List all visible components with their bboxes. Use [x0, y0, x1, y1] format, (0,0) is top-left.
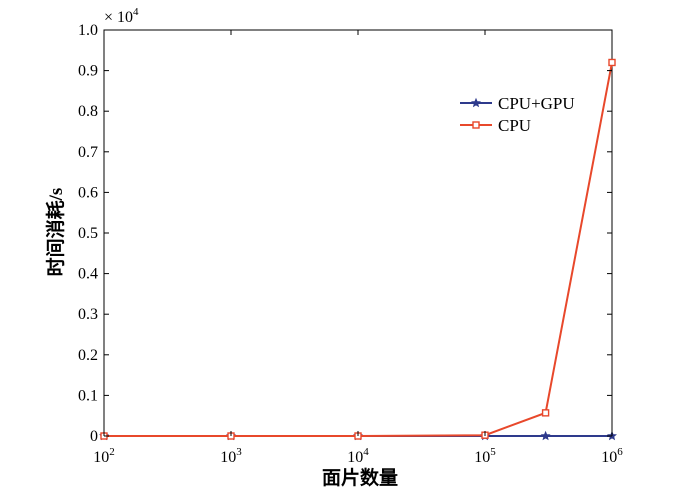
y-tick-label: 0.9: [78, 63, 98, 80]
y-axis-multiplier: × 104: [104, 6, 139, 26]
y-tick-label: 0.2: [78, 347, 98, 364]
x-tick-label-exponent: 6: [617, 446, 623, 458]
x-tick-label-exponent: 5: [490, 446, 496, 458]
y-tick-label: 1.0: [78, 22, 98, 39]
x-tick-label-base: 10: [220, 449, 236, 466]
x-tick-label-base: 10: [601, 449, 617, 466]
plot-frame-group: [103, 29, 613, 437]
x-tick-label-base: 10: [347, 449, 363, 466]
y-tick-label: 0.5: [78, 225, 98, 242]
legend-item-cpu-gpu: CPU+GPU: [460, 94, 575, 113]
y-tick-label: 0.4: [78, 266, 98, 283]
y-axis-multiplier-exponent: 4: [133, 6, 139, 18]
x-tick-label: 106: [601, 446, 623, 466]
x-axis-label: 面片数量: [322, 466, 398, 489]
data-point-cpu: [608, 58, 616, 67]
y-axis-multiplier-base: × 10: [104, 9, 133, 26]
legend-marker-cpu-gpu: [471, 97, 481, 108]
x-tick-label: 105: [474, 446, 496, 466]
x-tick-label-exponent: 2: [109, 446, 115, 458]
series-cpu: [100, 58, 616, 440]
legend-marker-cpu: [472, 121, 480, 129]
plot-frame: [103, 29, 613, 437]
x-tick-label-exponent: 4: [363, 446, 369, 458]
y-tick-label: 0.3: [78, 306, 98, 323]
x-tick-label: 103: [220, 446, 242, 466]
y-tick-label: 0: [90, 428, 98, 445]
y-axis-label: 时间消耗/s: [44, 188, 67, 277]
data-point-cpu-gpu: [540, 430, 551, 441]
data-point-cpu: [541, 409, 550, 417]
x-tick-label: 104: [347, 446, 369, 466]
x-tick-label: 102: [93, 446, 115, 466]
y-tick-label: 0.8: [78, 103, 98, 120]
x-tick-label-exponent: 3: [236, 446, 242, 458]
y-tick-label: 0.1: [78, 387, 98, 404]
y-tick-label: 0.7: [78, 144, 98, 161]
legend-item-cpu: CPU: [460, 116, 531, 135]
legend-label-cpu-gpu: CPU+GPU: [498, 94, 575, 113]
legend: CPU+GPU CPU: [460, 94, 575, 135]
y-tick-label: 0.6: [78, 184, 98, 201]
x-tick-label-base: 10: [93, 449, 109, 466]
legend-label-cpu: CPU: [498, 116, 531, 135]
x-tick-label-base: 10: [474, 449, 490, 466]
series-line-cpu: [104, 62, 613, 437]
series-group: [99, 58, 617, 441]
